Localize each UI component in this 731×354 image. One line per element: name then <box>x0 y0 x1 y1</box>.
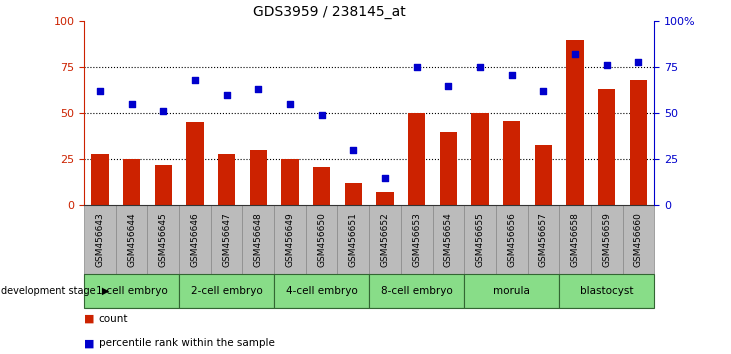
Bar <box>91 154 109 205</box>
Bar <box>591 205 623 274</box>
Bar <box>148 205 179 274</box>
Bar <box>433 205 464 274</box>
Text: GSM456656: GSM456656 <box>507 212 516 267</box>
Bar <box>496 205 528 274</box>
Bar <box>338 205 369 274</box>
Point <box>632 59 644 64</box>
Text: GSM456652: GSM456652 <box>381 212 390 267</box>
Bar <box>179 205 211 274</box>
Text: GSM456654: GSM456654 <box>444 212 452 267</box>
Text: morula: morula <box>493 286 530 296</box>
Text: blastocyst: blastocyst <box>580 286 634 296</box>
Bar <box>281 159 299 205</box>
Point <box>94 88 106 94</box>
Bar <box>369 274 464 308</box>
Bar <box>629 80 647 205</box>
Point <box>189 77 201 83</box>
Point <box>284 101 296 107</box>
Point <box>569 52 581 57</box>
Text: percentile rank within the sample: percentile rank within the sample <box>99 338 275 348</box>
Text: 4-cell embryo: 4-cell embryo <box>286 286 357 296</box>
Text: GSM456646: GSM456646 <box>191 212 200 267</box>
Point <box>157 109 169 114</box>
Point <box>379 175 391 181</box>
Bar <box>503 121 520 205</box>
Point <box>126 101 137 107</box>
Bar <box>567 40 584 205</box>
Point <box>506 72 518 78</box>
Point <box>474 64 486 70</box>
Bar <box>408 113 425 205</box>
Bar <box>313 167 330 205</box>
Bar <box>439 132 457 205</box>
Bar <box>376 193 394 205</box>
Bar <box>306 205 338 274</box>
Bar <box>186 122 204 205</box>
Bar <box>464 205 496 274</box>
Text: ■: ■ <box>84 338 94 348</box>
Text: GDS3959 / 238145_at: GDS3959 / 238145_at <box>253 5 405 19</box>
Text: 1-cell embryo: 1-cell embryo <box>96 286 167 296</box>
Text: 2-cell embryo: 2-cell embryo <box>191 286 262 296</box>
Text: GSM456650: GSM456650 <box>317 212 326 267</box>
Text: GSM456648: GSM456648 <box>254 212 262 267</box>
Text: GSM456653: GSM456653 <box>412 212 421 267</box>
Bar <box>464 274 559 308</box>
Point <box>537 88 549 94</box>
Bar <box>344 183 362 205</box>
Point <box>316 112 327 118</box>
Point <box>221 92 232 98</box>
Bar <box>369 205 401 274</box>
Bar <box>528 205 559 274</box>
Text: ■: ■ <box>84 314 94 324</box>
Text: GSM456655: GSM456655 <box>476 212 485 267</box>
Bar <box>179 274 274 308</box>
Text: GSM456660: GSM456660 <box>634 212 643 267</box>
Point <box>411 64 423 70</box>
Bar <box>84 274 179 308</box>
Text: 8-cell embryo: 8-cell embryo <box>381 286 452 296</box>
Bar <box>559 274 654 308</box>
Bar <box>471 113 489 205</box>
Bar <box>115 205 148 274</box>
Text: GSM456659: GSM456659 <box>602 212 611 267</box>
Bar <box>534 144 552 205</box>
Bar <box>559 205 591 274</box>
Text: GSM456651: GSM456651 <box>349 212 357 267</box>
Point <box>347 147 359 153</box>
Bar <box>211 205 243 274</box>
Text: GSM456644: GSM456644 <box>127 212 136 267</box>
Bar <box>123 159 140 205</box>
Text: GSM456643: GSM456643 <box>96 212 105 267</box>
Bar <box>84 205 115 274</box>
Bar <box>218 154 235 205</box>
Text: GSM456649: GSM456649 <box>286 212 295 267</box>
Point <box>252 86 264 92</box>
Bar <box>274 274 369 308</box>
Bar <box>154 165 172 205</box>
Text: GSM456647: GSM456647 <box>222 212 231 267</box>
Text: GSM456645: GSM456645 <box>159 212 167 267</box>
Bar <box>598 89 616 205</box>
Bar <box>274 205 306 274</box>
Point <box>601 63 613 68</box>
Text: GSM456657: GSM456657 <box>539 212 548 267</box>
Point <box>442 83 454 88</box>
Text: count: count <box>99 314 128 324</box>
Bar <box>623 205 654 274</box>
Bar <box>401 205 433 274</box>
Text: GSM456658: GSM456658 <box>571 212 580 267</box>
Bar <box>243 205 274 274</box>
Bar <box>249 150 267 205</box>
Text: development stage  ▶: development stage ▶ <box>1 286 110 296</box>
